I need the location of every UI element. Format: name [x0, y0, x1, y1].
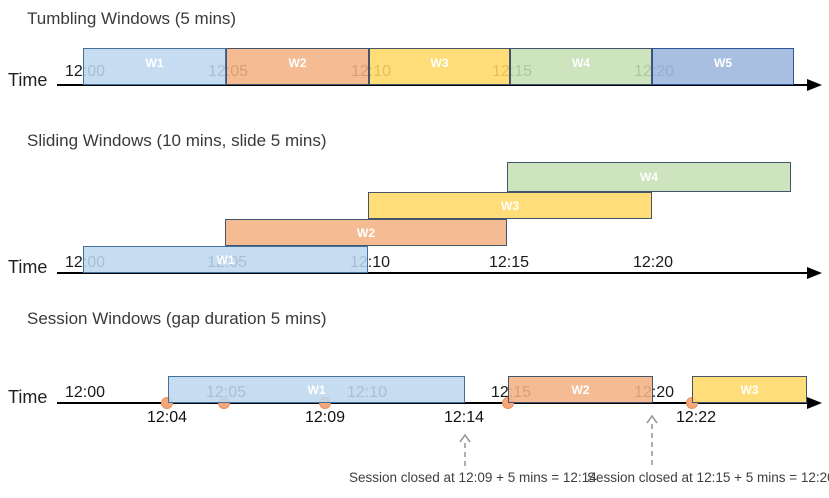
event-time-label-1222: 12:22 — [675, 409, 717, 426]
window-label: W1 — [307, 382, 326, 397]
sliding-tick-1220: 12:20 — [632, 254, 674, 271]
tumbling-window-w2: W2 — [226, 48, 369, 85]
window-label: W4 — [572, 56, 590, 70]
sliding-time-axis-label: Time — [8, 257, 48, 277]
window-label: W4 — [640, 170, 658, 184]
window-label: W2 — [288, 56, 307, 70]
session-time-axis-label: Time — [8, 387, 48, 407]
tumbling-window-w5: W5 — [652, 48, 794, 85]
sliding-window-w4: W4 — [507, 162, 791, 192]
session-tick-1200: 12:00 — [64, 384, 106, 401]
window-label: W2 — [357, 225, 375, 240]
dashed-up-arrow-icon — [646, 414, 658, 468]
event-time-label-1209: 12:09 — [304, 409, 346, 426]
sliding-section-title: Sliding Windows (10 mins, slide 5 mins) — [27, 131, 327, 150]
tumbling-window-w3: W3 — [369, 48, 510, 85]
window-label: W5 — [714, 56, 732, 70]
window-label: W1 — [216, 252, 235, 267]
sliding-window-w1: W1 — [83, 246, 368, 273]
sliding-window-w3: W3 — [368, 192, 652, 219]
session-close-annotation-1: Session closed at 12:09 + 5 mins = 12:14 — [349, 470, 597, 485]
tumbling-section-title: Tumbling Windows (5 mins) — [27, 9, 237, 28]
close-time-label-1214: 12:14 — [443, 409, 485, 426]
window-label: W3 — [430, 56, 449, 70]
window-label: W2 — [571, 382, 590, 397]
sliding-time-axis — [57, 272, 809, 274]
event-time-label-1204: 12:04 — [146, 409, 188, 426]
dashed-up-arrow-icon — [459, 433, 471, 468]
window-label: W3 — [740, 382, 759, 397]
session-window-w2: W2 — [508, 376, 653, 403]
tumbling-time-axis — [57, 84, 809, 86]
session-window-w1: W1 — [168, 376, 465, 403]
tumbling-window-w4: W4 — [510, 48, 652, 85]
tumbling-axis-arrowhead-icon — [807, 79, 822, 91]
window-label: W3 — [501, 198, 519, 213]
session-time-axis — [57, 402, 809, 404]
tumbling-time-axis-label: Time — [8, 70, 48, 90]
sliding-axis-arrowhead-icon — [807, 267, 822, 279]
session-close-annotation-2: Session closed at 12:15 + 5 mins = 12:20 — [587, 470, 829, 485]
sliding-tick-1215: 12:15 — [488, 254, 530, 271]
window-label: W1 — [145, 56, 164, 70]
session-axis-arrowhead-icon — [807, 397, 822, 409]
session-window-w3: W3 — [692, 376, 807, 403]
sliding-window-w2: W2 — [225, 219, 507, 246]
session-section-title: Session Windows (gap duration 5 mins) — [27, 309, 327, 328]
tumbling-window-w1: W1 — [83, 48, 226, 85]
